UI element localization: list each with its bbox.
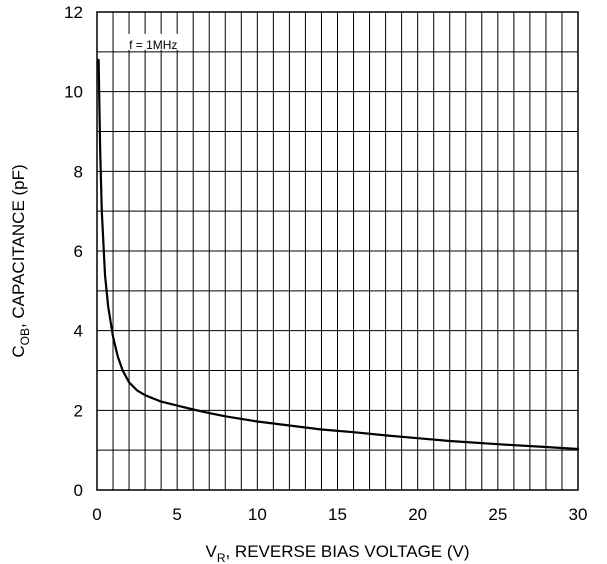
y-tick-label: 0: [74, 481, 83, 500]
frequency-annotation: f = 1MHz: [129, 38, 177, 52]
x-tick-label: 5: [172, 505, 181, 524]
x-tick-label: 25: [488, 505, 507, 524]
x-axis-title-rest: , REVERSE BIAS VOLTAGE (V): [225, 542, 469, 561]
y-tick-label: 8: [74, 162, 83, 181]
grid: [97, 12, 578, 490]
x-tick-labels: 0 5 10 15 20 25 30: [92, 505, 587, 524]
x-tick-label: 0: [92, 505, 101, 524]
x-axis-title: VR, REVERSE BIAS VOLTAGE (V): [205, 542, 469, 564]
x-tick-label: 10: [248, 505, 267, 524]
y-axis-title: COB, CAPACITANCE (pF): [9, 164, 32, 357]
y-tick-label: 6: [74, 242, 83, 261]
x-tick-label: 20: [408, 505, 427, 524]
y-tick-labels: 0 2 4 6 8 10 12: [64, 3, 83, 500]
x-axis-title-main: V: [205, 542, 217, 561]
y-tick-label: 10: [64, 83, 83, 102]
x-tick-label: 30: [569, 505, 588, 524]
y-axis-title-rest: , CAPACITANCE (pF): [9, 164, 28, 328]
y-tick-label: 4: [74, 322, 83, 341]
y-axis-title-main: C: [9, 345, 28, 357]
y-tick-label: 2: [74, 401, 83, 420]
series-line-capacitance: [97, 58, 580, 451]
x-axis-title-sub: R: [217, 551, 226, 564]
plot-frame: [96, 11, 579, 491]
plot-border: [96, 11, 579, 491]
y-tick-label: 12: [64, 3, 83, 22]
annotation-background: [115, 33, 192, 50]
series: [97, 58, 580, 451]
x-tick-label: 15: [328, 505, 347, 524]
annotation-box: f = 1MHz: [115, 33, 192, 52]
y-axis-title-sub: OB: [18, 328, 32, 345]
